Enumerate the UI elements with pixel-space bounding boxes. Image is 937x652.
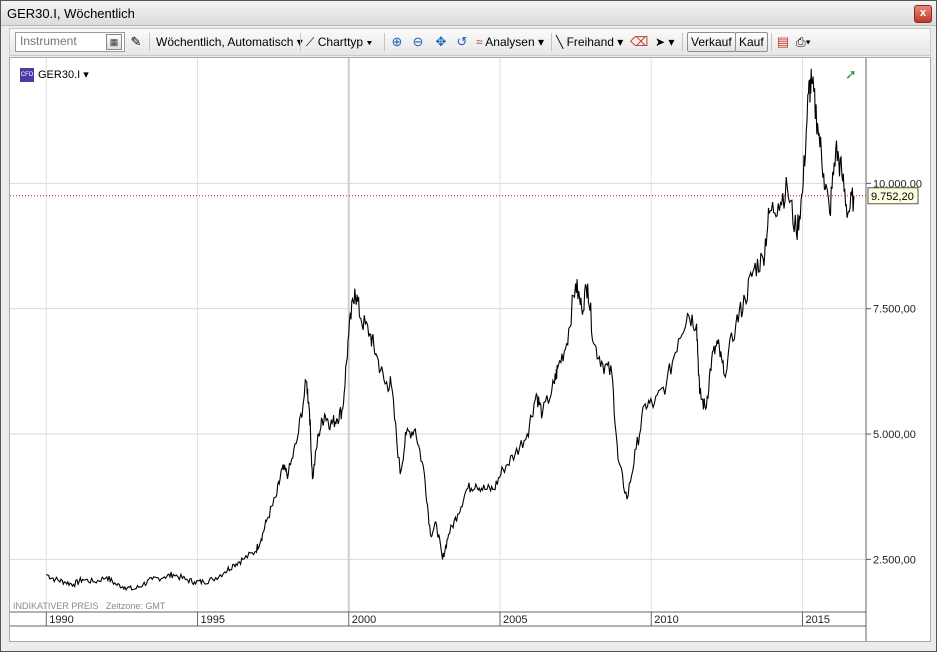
freihand-dropdown[interactable]: ╲ Freihand ▾: [556, 29, 623, 55]
chart-area[interactable]: 2.500,00 5.000,00 7.500,00 10.000,00 1990 19…: [9, 57, 931, 642]
cursor-icon: ➤: [655, 35, 666, 49]
y-tick-label: 7.500,00: [873, 304, 916, 316]
close-button[interactable]: x: [914, 5, 932, 23]
print-icon: ⎙: [796, 35, 806, 49]
instrument-legend[interactable]: CFD GER30.I ▾: [20, 67, 89, 83]
toolbar-separator: [551, 33, 552, 51]
cfd-icon: CFD: [20, 68, 34, 83]
chart-settings-icon[interactable]: ▤: [776, 34, 790, 49]
chevron-down-icon: ▾: [668, 35, 675, 49]
freihand-label: Freihand: [566, 35, 614, 49]
analysen-dropdown[interactable]: ≈ Analysen ▾: [476, 29, 544, 55]
legend-symbol: GER30.I: [38, 69, 81, 81]
chevron-down-icon: ▾: [805, 35, 811, 49]
y-tick-label: 2.500,00: [873, 554, 916, 566]
fit-chart-icon[interactable]: ✥: [435, 34, 447, 49]
analysen-label: Analysen: [485, 35, 535, 49]
kauf-button[interactable]: Kauf: [735, 32, 768, 52]
price-series-line: [46, 68, 855, 592]
draw-line-icon: ╲: [556, 35, 564, 49]
zoom-in-icon[interactable]: ⊕: [391, 34, 403, 49]
charttype-dropdown[interactable]: ⟋ Charttyp ▾: [306, 29, 372, 55]
chart-toolbar: ▦ ✎ Wöchentlich, Automatisch ▾ ⟋ Chartty…: [9, 28, 931, 56]
interval-label: Wöchentlich, Automatisch: [156, 35, 294, 49]
toolbar-separator: [300, 33, 301, 51]
eraser-icon[interactable]: ⌫: [630, 34, 649, 49]
window-title: GER30.I, Wöchentlich: [7, 6, 135, 21]
chevron-down-icon: ▾: [537, 35, 545, 49]
chevron-down-icon: ▾: [366, 35, 373, 49]
x-tick-label: 2000: [352, 614, 376, 626]
reset-icon[interactable]: ↺: [456, 34, 468, 49]
chart-footer-note: INDIKATIVER PREIS Zeitzone: GMT: [13, 601, 165, 611]
analysis-icon: ≈: [476, 35, 483, 49]
charttype-label: Charttyp: [317, 35, 364, 49]
interval-dropdown[interactable]: Wöchentlich, Automatisch ▾: [156, 29, 303, 55]
instrument-field[interactable]: ▦: [15, 32, 125, 52]
print-dropdown[interactable]: ⎙▾: [796, 29, 811, 55]
x-tick-label: 2015: [805, 614, 829, 626]
trend-up-icon: ➚: [845, 66, 857, 82]
timezone-label: Zeitzone: GMT: [105, 601, 166, 611]
toolbar-separator: [771, 33, 772, 51]
price-tag-text: 9.752,20: [871, 191, 914, 203]
y-tick-label: 5.000,00: [873, 429, 916, 441]
current-price-tag: 9.752,20: [867, 187, 919, 205]
x-tick-label: 2005: [503, 614, 527, 626]
price-type-label: INDIKATIVER PREIS: [13, 601, 99, 611]
x-tick-label: 1990: [49, 614, 73, 626]
cursor-dropdown[interactable]: ➤ ▾: [655, 29, 674, 55]
x-tick-label: 1995: [201, 614, 225, 626]
verkauf-button[interactable]: Verkauf: [687, 32, 736, 52]
calendar-icon[interactable]: ▦: [106, 34, 122, 50]
toolbar-separator: [149, 33, 150, 51]
zoom-out-icon[interactable]: ⊖: [412, 34, 424, 49]
chevron-down-icon: ▾: [297, 35, 303, 49]
instrument-input[interactable]: [16, 33, 108, 49]
toolbar-separator: [384, 33, 385, 51]
title-bar[interactable]: GER30.I, Wöchentlich x: [1, 1, 936, 26]
x-tick-label: 2010: [654, 614, 678, 626]
chevron-down-icon: ▾: [617, 35, 624, 49]
chevron-down-icon: ▾: [83, 69, 89, 81]
toolbar-separator: [682, 33, 683, 51]
price-tag-box: [867, 187, 919, 205]
line-chart-icon: ⟋: [306, 35, 315, 49]
add-indicator-icon[interactable]: ✎: [130, 34, 142, 49]
